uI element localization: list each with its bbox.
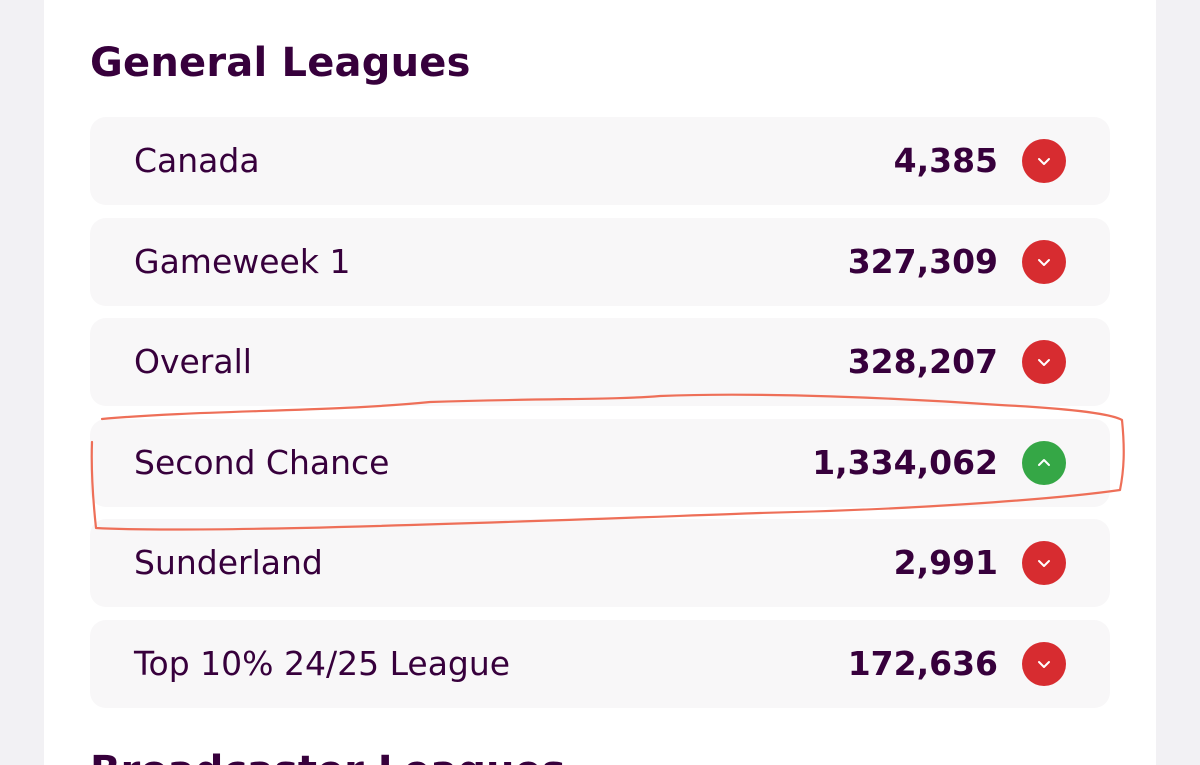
chevron-down-icon [1022, 240, 1066, 284]
league-name: Top 10% 24/25 League [134, 644, 511, 683]
league-row-canada[interactable]: Canada 4,385 [90, 117, 1110, 205]
league-name: Gameweek 1 [134, 242, 351, 281]
chevron-down-icon [1022, 541, 1066, 585]
league-row-top-10-percent[interactable]: Top 10% 24/25 League 172,636 [90, 620, 1110, 708]
league-name: Second Chance [134, 443, 390, 482]
chevron-down-icon [1022, 340, 1066, 384]
chevron-down-icon [1022, 642, 1066, 686]
section-title: General Leagues [90, 40, 471, 86]
league-name: Sunderland [134, 543, 323, 582]
next-section-title: Broadcaster Leagues [90, 748, 565, 765]
league-row-overall[interactable]: Overall 328,207 [90, 318, 1110, 406]
league-row-sunderland[interactable]: Sunderland 2,991 [90, 519, 1110, 607]
league-rank: 4,385 [893, 141, 998, 180]
league-name: Canada [134, 141, 260, 180]
league-rank: 172,636 [847, 644, 998, 683]
league-rank: 327,309 [847, 242, 998, 281]
chevron-up-icon [1022, 441, 1066, 485]
league-rank: 328,207 [847, 342, 998, 381]
league-rank: 2,991 [893, 543, 998, 582]
league-name: Overall [134, 342, 252, 381]
league-rank: 1,334,062 [812, 443, 998, 482]
chevron-down-icon [1022, 139, 1066, 183]
general-leagues-panel: General Leagues Canada 4,385 Gameweek 1 … [44, 0, 1156, 765]
league-row-gameweek-1[interactable]: Gameweek 1 327,309 [90, 218, 1110, 306]
league-row-second-chance[interactable]: Second Chance 1,334,062 [90, 419, 1110, 507]
